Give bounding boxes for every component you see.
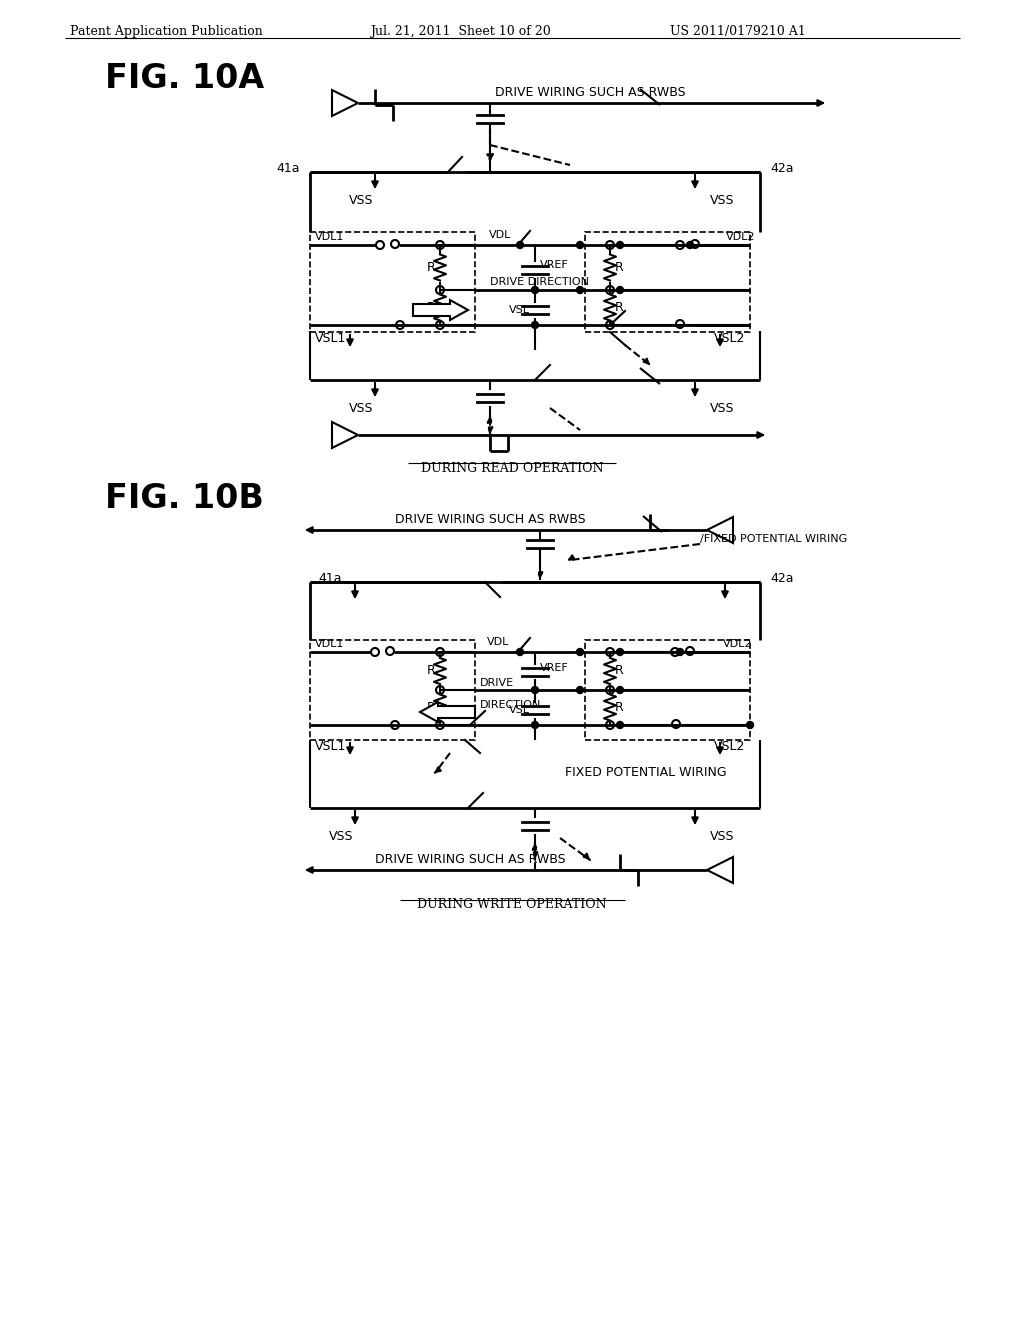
Circle shape bbox=[531, 686, 539, 693]
Bar bbox=[310, 232, 475, 333]
Text: DRIVE DIRECTION: DRIVE DIRECTION bbox=[490, 277, 589, 286]
Text: R: R bbox=[615, 701, 624, 714]
Bar bbox=[310, 640, 475, 741]
Circle shape bbox=[577, 286, 584, 293]
Text: VDL1: VDL1 bbox=[315, 232, 344, 242]
Text: R: R bbox=[615, 301, 624, 314]
Text: DRIVE WIRING SUCH AS RWBS: DRIVE WIRING SUCH AS RWBS bbox=[375, 853, 565, 866]
Text: VREF: VREF bbox=[540, 260, 568, 271]
Text: 42a: 42a bbox=[770, 161, 794, 174]
Circle shape bbox=[616, 242, 624, 248]
Circle shape bbox=[577, 648, 584, 656]
Text: /FIXED POTENTIAL WIRING: /FIXED POTENTIAL WIRING bbox=[700, 535, 847, 544]
Text: DRIVE WIRING SUCH AS RWBS: DRIVE WIRING SUCH AS RWBS bbox=[394, 513, 586, 525]
Circle shape bbox=[531, 722, 539, 729]
Text: R: R bbox=[615, 261, 624, 275]
Text: DURING READ OPERATION: DURING READ OPERATION bbox=[421, 462, 603, 475]
Text: FIG. 10A: FIG. 10A bbox=[105, 62, 264, 95]
FancyArrow shape bbox=[420, 702, 475, 722]
Text: VSL1: VSL1 bbox=[315, 333, 346, 345]
Text: VREF: VREF bbox=[540, 663, 568, 673]
Text: R: R bbox=[615, 664, 624, 677]
Text: VSS: VSS bbox=[329, 830, 353, 843]
Circle shape bbox=[686, 242, 693, 248]
Circle shape bbox=[616, 686, 624, 693]
FancyArrow shape bbox=[413, 300, 468, 319]
Text: FIXED POTENTIAL WIRING: FIXED POTENTIAL WIRING bbox=[565, 766, 727, 779]
Text: VSS: VSS bbox=[710, 194, 734, 207]
Circle shape bbox=[616, 286, 624, 293]
Text: VDL: VDL bbox=[488, 230, 511, 240]
Bar bbox=[585, 232, 750, 333]
Text: 41a: 41a bbox=[318, 572, 342, 585]
Text: VSS: VSS bbox=[349, 403, 374, 414]
Text: 42a: 42a bbox=[770, 572, 794, 585]
Circle shape bbox=[577, 686, 584, 693]
Text: 41a: 41a bbox=[276, 161, 300, 174]
Text: Jul. 21, 2011  Sheet 10 of 20: Jul. 21, 2011 Sheet 10 of 20 bbox=[370, 25, 551, 38]
Bar bbox=[585, 640, 750, 741]
Text: FIG. 10B: FIG. 10B bbox=[105, 482, 264, 515]
Text: R: R bbox=[426, 261, 435, 275]
Text: VSS: VSS bbox=[349, 194, 374, 207]
Text: R: R bbox=[426, 701, 435, 714]
Text: DURING WRITE OPERATION: DURING WRITE OPERATION bbox=[417, 898, 607, 911]
Text: US 2011/0179210 A1: US 2011/0179210 A1 bbox=[670, 25, 806, 38]
Circle shape bbox=[577, 242, 584, 248]
Text: VSL2: VSL2 bbox=[714, 333, 745, 345]
Text: VSL2: VSL2 bbox=[714, 741, 745, 752]
Text: DRIVE: DRIVE bbox=[480, 678, 514, 688]
Circle shape bbox=[616, 648, 624, 656]
Text: VDL1: VDL1 bbox=[315, 639, 344, 649]
Circle shape bbox=[677, 648, 683, 656]
Text: DRIVE WIRING SUCH AS RWBS: DRIVE WIRING SUCH AS RWBS bbox=[495, 86, 685, 99]
Circle shape bbox=[746, 722, 754, 729]
Text: VSL: VSL bbox=[509, 705, 530, 715]
Text: VSL: VSL bbox=[509, 305, 530, 315]
Circle shape bbox=[531, 322, 539, 329]
Circle shape bbox=[616, 722, 624, 729]
Circle shape bbox=[516, 648, 523, 656]
Text: VDL2: VDL2 bbox=[723, 639, 752, 649]
Text: VSS: VSS bbox=[710, 403, 734, 414]
Text: DIRECTION: DIRECTION bbox=[480, 700, 542, 710]
Circle shape bbox=[516, 242, 523, 248]
Text: VSS: VSS bbox=[710, 830, 734, 843]
Circle shape bbox=[531, 286, 539, 293]
Text: VSL1: VSL1 bbox=[315, 741, 346, 752]
Text: VDL: VDL bbox=[486, 638, 509, 647]
Text: VDL2: VDL2 bbox=[725, 232, 755, 242]
Text: R: R bbox=[426, 664, 435, 677]
Text: R: R bbox=[426, 301, 435, 314]
Text: Patent Application Publication: Patent Application Publication bbox=[70, 25, 263, 38]
